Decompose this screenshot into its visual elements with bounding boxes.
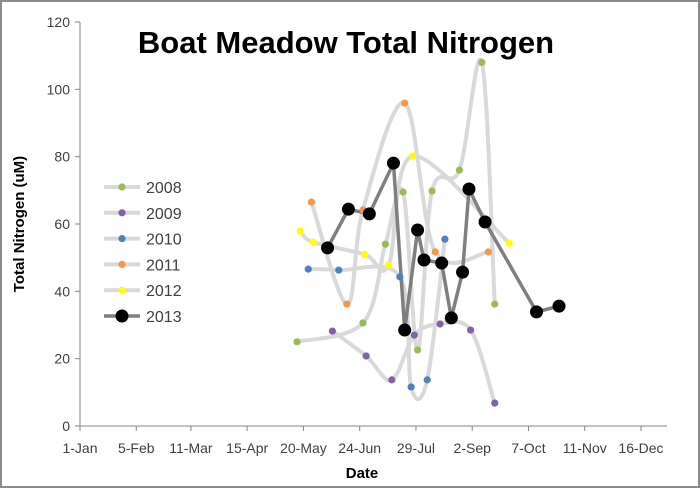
data-point-2012: [409, 152, 417, 160]
legend-marker: [118, 183, 126, 191]
data-point-2011: [343, 300, 351, 308]
series-markers: [293, 58, 566, 407]
legend-label: 2013: [146, 309, 182, 326]
y-tick-label: 20: [54, 351, 70, 367]
legend-label: 2010: [146, 232, 182, 249]
legend-marker: [118, 260, 126, 268]
x-tick-label: 7-Oct: [511, 440, 545, 456]
y-tick-label: 80: [54, 149, 70, 165]
data-point-2013: [411, 223, 425, 237]
x-tick-label: 15-Apr: [226, 440, 268, 456]
data-point-2009: [491, 399, 499, 407]
y-tick-label: 0: [62, 418, 70, 434]
data-point-2013: [386, 156, 400, 170]
data-point-2008: [428, 187, 436, 195]
data-point-2009: [467, 326, 475, 334]
data-point-2012: [385, 261, 393, 269]
data-point-2013: [362, 207, 376, 221]
y-tick-label: 100: [47, 81, 71, 97]
data-point-2013: [456, 265, 470, 279]
y-tick-label: 40: [54, 283, 70, 299]
data-point-2009: [362, 352, 370, 360]
x-tick-label: 2-Sep: [454, 440, 492, 456]
data-point-2010: [441, 235, 449, 243]
data-point-2010: [396, 273, 404, 281]
data-point-2012: [296, 227, 304, 235]
data-point-2011: [484, 248, 492, 256]
legend-marker: [118, 286, 126, 294]
data-point-2008: [293, 338, 301, 346]
y-axis-label: Total Nitrogen (uM): [11, 156, 28, 292]
data-point-2013: [321, 241, 335, 255]
x-tick-label: 11-Mar: [169, 440, 213, 456]
data-point-2011: [431, 248, 439, 256]
x-tick-label: 16-Dec: [618, 440, 663, 456]
data-point-2009: [410, 331, 418, 339]
data-point-2011: [401, 99, 409, 107]
series-lines: [296, 57, 560, 404]
data-point-2010: [335, 266, 343, 274]
data-point-2013: [417, 253, 431, 267]
data-point-2008: [413, 346, 422, 354]
data-point-2012: [360, 250, 369, 258]
data-point-2008: [359, 319, 367, 327]
data-point-2011: [307, 198, 316, 206]
data-point-2013: [552, 299, 566, 313]
data-point-2013: [398, 323, 412, 337]
axes: 0 20 40 60 80 100 120 1-Jan 5-Feb 11-Mar 15-Apr 20-…: [47, 14, 667, 456]
data-point-2013: [478, 215, 492, 229]
legend-item-2011: 2011: [104, 257, 181, 274]
data-point-2013: [530, 305, 544, 319]
data-point-2012: [309, 238, 317, 246]
data-point-2010: [407, 383, 415, 391]
x-tick-label: 11-Nov: [563, 440, 607, 456]
data-point-2013: [462, 182, 476, 196]
legend-item-2012: 2012: [104, 283, 182, 300]
data-point-2013: [341, 202, 355, 216]
x-axis-label: Date: [346, 465, 379, 482]
legend-item-2013: 2013: [104, 309, 182, 326]
data-point-2009: [388, 376, 396, 384]
legend-marker: [118, 235, 126, 243]
y-tick-label: 120: [47, 14, 71, 30]
x-tick-label: 24-Jun: [338, 440, 381, 456]
legend-label: 2012: [146, 283, 182, 300]
legend-label: 2008: [146, 180, 182, 197]
data-point-2012: [505, 239, 513, 247]
x-tick-label: 29-Jul: [397, 440, 435, 456]
data-point-2013: [435, 256, 449, 270]
chart-title: Boat Meadow Total Nitrogen: [138, 25, 554, 60]
data-point-2008: [399, 188, 407, 196]
data-point-2008: [491, 300, 499, 308]
x-tick-label: 5-Feb: [118, 440, 155, 456]
data-point-2010: [304, 265, 312, 273]
data-point-2010: [423, 376, 431, 384]
legend: 2008 2009 2010 2011 2012 2013: [104, 180, 182, 326]
data-point-2013: [444, 311, 458, 325]
data-point-2009: [328, 327, 336, 335]
legend-label: 2009: [146, 206, 182, 223]
data-point-2008: [478, 58, 486, 66]
legend-item-2010: 2010: [104, 232, 182, 249]
legend-item-2008: 2008: [104, 180, 182, 197]
y-tick-label: 60: [54, 216, 70, 232]
legend-marker: [118, 209, 126, 217]
data-point-2008: [455, 166, 463, 174]
data-point-2009: [436, 320, 444, 328]
legend-item-2009: 2009: [104, 206, 182, 223]
legend-label: 2011: [146, 257, 181, 274]
x-tick-label: 20-May: [280, 440, 327, 456]
x-tick-label: 1-Jan: [62, 440, 97, 456]
legend-marker: [115, 309, 129, 323]
data-point-2008: [381, 240, 390, 248]
